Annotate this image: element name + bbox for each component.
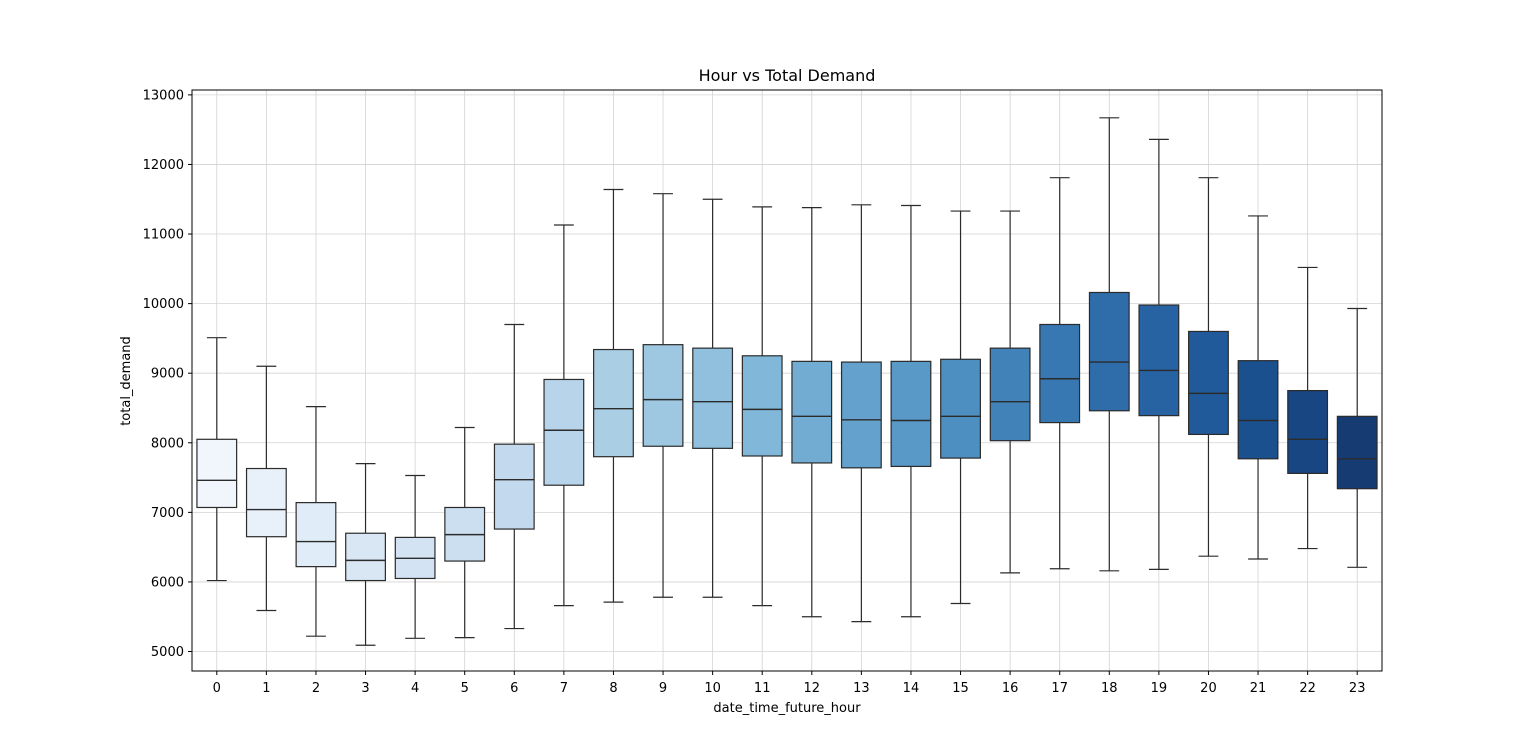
box-9 (642, 193, 684, 598)
box-16 (989, 210, 1031, 574)
box-18 (1088, 117, 1130, 572)
iqr-box (1039, 323, 1081, 424)
box-8 (593, 188, 634, 603)
x-axis-label: date_time_future_hour (713, 701, 861, 716)
box-17 (1039, 177, 1081, 570)
x-tick-label: 14 (903, 681, 920, 696)
y-tick-label: 5000 (151, 645, 184, 660)
box-15 (940, 210, 981, 605)
iqr-box (345, 532, 386, 582)
iqr-box (1336, 415, 1378, 490)
y-tick-label: 10000 (143, 297, 184, 312)
box-20 (1188, 177, 1229, 557)
x-tick-label: 17 (1051, 681, 1068, 696)
iqr-box (791, 360, 833, 464)
x-tick-label: 4 (411, 681, 419, 696)
box-11 (741, 206, 783, 607)
box-1 (245, 365, 287, 612)
iqr-box (1287, 389, 1329, 474)
plot-frame (191, 89, 1383, 672)
iqr-box (741, 355, 783, 457)
box-19 (1138, 138, 1180, 571)
iqr-box (245, 467, 287, 538)
x-tick-label: 10 (704, 681, 721, 696)
iqr-box (1188, 330, 1229, 436)
iqr-box (989, 347, 1031, 442)
x-tick-label: 6 (510, 681, 518, 696)
y-tick-label: 11000 (143, 228, 184, 243)
x-tick-label: 1 (262, 681, 270, 696)
y-tick-label: 9000 (151, 367, 184, 382)
box-2 (295, 405, 337, 637)
box-12 (791, 206, 833, 618)
x-tick-label: 0 (213, 681, 221, 696)
iqr-box (1088, 291, 1130, 412)
iqr-box (890, 360, 932, 468)
y-tick-label: 12000 (143, 158, 184, 173)
x-tick-label: 22 (1299, 681, 1316, 696)
box-0 (196, 337, 238, 582)
y-axis-label: total_demand (119, 336, 134, 426)
box-13 (840, 204, 882, 623)
iqr-box (642, 344, 684, 447)
box-5 (444, 426, 486, 639)
iqr-box (692, 347, 734, 449)
x-tick-label: 12 (804, 681, 821, 696)
x-tick-label: 13 (853, 681, 870, 696)
box-6 (493, 323, 535, 630)
x-tick-label: 19 (1151, 681, 1168, 696)
iqr-box (196, 438, 238, 509)
y-tick-label: 8000 (151, 436, 184, 451)
x-tick-label: 15 (952, 681, 969, 696)
box-14 (890, 204, 932, 618)
iqr-box (593, 348, 634, 458)
x-tick-label: 8 (609, 681, 617, 696)
x-tick-label: 21 (1250, 681, 1267, 696)
x-tick-label: 20 (1200, 681, 1217, 696)
y-tick-label: 13000 (143, 88, 184, 103)
box-7 (543, 224, 585, 607)
box-10 (692, 198, 734, 598)
iqr-box (1138, 304, 1180, 417)
x-tick-label: 3 (361, 681, 369, 696)
x-tick-label: 16 (1002, 681, 1019, 696)
x-tick-label: 11 (754, 681, 771, 696)
box-23 (1336, 307, 1378, 568)
box-21 (1237, 215, 1279, 560)
iqr-box (493, 443, 535, 530)
x-tick-label: 7 (560, 681, 568, 696)
y-tick-label: 6000 (151, 575, 184, 590)
x-tick-label: 18 (1101, 681, 1118, 696)
box-22 (1287, 266, 1329, 550)
iqr-box (543, 378, 585, 486)
iqr-box (940, 358, 981, 459)
iqr-box (840, 361, 882, 469)
y-axis: 5000 6000 7000 8000 9000 10000 11000 12000 13000 (143, 88, 192, 660)
iqr-box (295, 502, 337, 568)
iqr-box (1237, 360, 1279, 460)
x-tick-label: 5 (461, 681, 469, 696)
x-tick-label: 23 (1349, 681, 1366, 696)
box-4 (394, 474, 436, 639)
chart-title: Hour vs Total Demand (699, 66, 876, 85)
boxes (196, 117, 1378, 646)
box-3 (345, 463, 386, 646)
y-tick-label: 7000 (151, 506, 184, 521)
x-tick-label: 2 (312, 681, 320, 696)
x-tick-label: 9 (659, 681, 667, 696)
x-axis: 0 1 2 3 4 5 6 7 8 9 10 11 12 13 14 15 16 17 18 19 20 21 22 23 (213, 671, 1366, 696)
